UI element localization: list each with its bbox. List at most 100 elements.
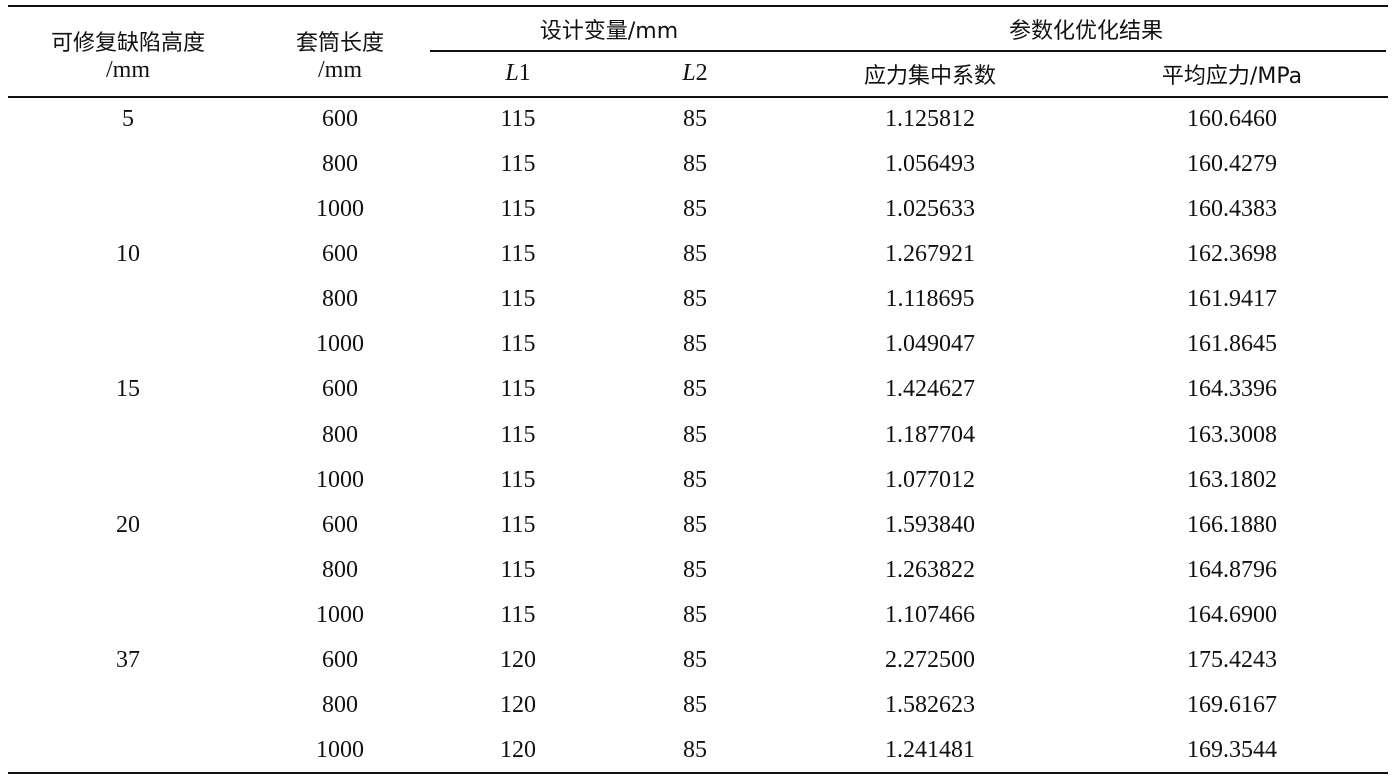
cell-L2: 85 [683,151,707,178]
cell-L1: 115 [500,106,536,133]
cell-stress: 161.8645 [1187,331,1277,358]
cell-scf: 1.077012 [885,466,975,493]
cell-scf: 1.025633 [885,196,975,223]
cell-stress: 164.6900 [1187,601,1277,628]
header-stress-concentration-factor: 应力集中系数 [786,51,1074,96]
cell-stress: 163.3008 [1187,421,1277,448]
header-text: 可修复缺陷高度 [50,31,205,56]
cell-stress: 166.1880 [1187,511,1277,538]
header-average-stress: 平均应力/MPa [1074,51,1390,96]
cell-length: 1000 [316,737,364,763]
cell-L1: 115 [500,376,536,403]
cell-scf: 1.187704 [885,421,975,448]
header-text: 应力集中系数 [863,63,996,89]
cell-height [8,187,248,232]
cell-L2: 85 [683,286,707,313]
header-design-variables: 设计变量/mm [432,7,786,51]
cell-scf: 1.049047 [885,331,975,358]
cell-height [8,412,248,457]
cell-L1: 115 [500,241,536,268]
cell-L1: 115 [500,511,536,538]
cell-length: 800 [322,151,358,178]
var-letter: L [682,60,696,86]
cell-scf: 1.107466 [885,601,975,628]
cell-length: 600 [322,511,358,538]
cell-length: 1000 [316,331,364,358]
cell-scf: 1.056493 [885,151,975,178]
cell-length: 800 [322,691,358,718]
cell-scf: 1.593840 [885,511,975,538]
cell-L2: 85 [683,691,707,718]
cell-stress: 169.6167 [1187,691,1277,718]
cell-L2: 85 [683,241,707,268]
cell-L2: 85 [683,737,707,763]
cell-L1: 115 [500,196,536,223]
cell-L1: 120 [500,691,536,718]
cell-scf: 1.125812 [885,106,975,133]
cell-height: 20 [116,511,140,538]
cell-scf: 1.241481 [885,737,975,763]
header-text: 套筒长度 [295,31,384,56]
cell-L2: 85 [683,106,707,133]
cell-L2: 85 [683,601,707,628]
cell-scf: 1.424627 [885,376,975,403]
cell-L1: 115 [500,421,536,448]
cell-L2: 85 [683,421,707,448]
cell-stress: 162.3698 [1187,241,1277,268]
cell-height [8,458,248,503]
header-text: 参数化优化结果 [1008,19,1163,44]
cell-length: 800 [322,421,358,448]
cell-stress: 169.3544 [1187,737,1277,763]
header-text: 设计变量/mm [539,19,679,44]
cell-height: 10 [116,241,140,268]
cell-length: 800 [322,556,358,583]
cell-stress: 160.4279 [1187,151,1277,178]
var-index: 1 [518,60,531,86]
cell-height: 5 [122,106,134,133]
cell-scf: 1.267921 [885,241,975,268]
header-text: 平均应力/MPa [1161,63,1303,89]
cell-L1: 120 [500,646,536,673]
cell-stress: 175.4243 [1187,646,1277,673]
cell-L2: 85 [683,511,707,538]
cell-length: 800 [322,286,358,313]
cell-stress: 161.9417 [1187,286,1277,313]
cell-stress: 163.1802 [1187,466,1277,493]
cell-height [8,322,248,367]
cell-stress: 164.8796 [1187,556,1277,583]
cell-length: 1000 [316,601,364,628]
cell-height: 15 [116,376,140,403]
cell-L1: 115 [500,556,536,583]
cell-stress: 160.4383 [1187,196,1277,223]
cell-L1: 115 [500,466,536,493]
header-unit: /mm [317,57,362,83]
cell-L1: 115 [500,331,536,358]
cell-L2: 85 [683,466,707,493]
cell-L2: 85 [683,376,707,403]
header-defect-height: 可修复缺陷高度 /mm [8,12,248,92]
cell-L1: 115 [500,286,536,313]
cell-length: 600 [322,241,358,268]
cell-L2: 85 [683,331,707,358]
cell-L2: 85 [683,646,707,673]
cell-L1: 115 [500,151,536,178]
cell-length: 600 [322,376,358,403]
cell-length: 1000 [316,466,364,493]
group-header-rule [430,50,1386,52]
header-optimization-results: 参数化优化结果 [786,7,1386,51]
cell-scf: 1.118695 [885,286,975,313]
cell-height [8,683,248,728]
cell-height: 37 [116,646,140,673]
cell-stress: 164.3396 [1187,376,1277,403]
cell-L1: 115 [500,601,536,628]
cell-scf: 1.582623 [885,691,975,718]
var-index: 2 [695,60,708,86]
cell-length: 600 [322,106,358,133]
header-sleeve-length: 套筒长度 /mm [248,12,432,92]
bottom-rule [8,772,1388,774]
cell-L2: 85 [683,556,707,583]
cell-scf: 2.272500 [885,646,975,673]
cell-height [8,548,248,593]
